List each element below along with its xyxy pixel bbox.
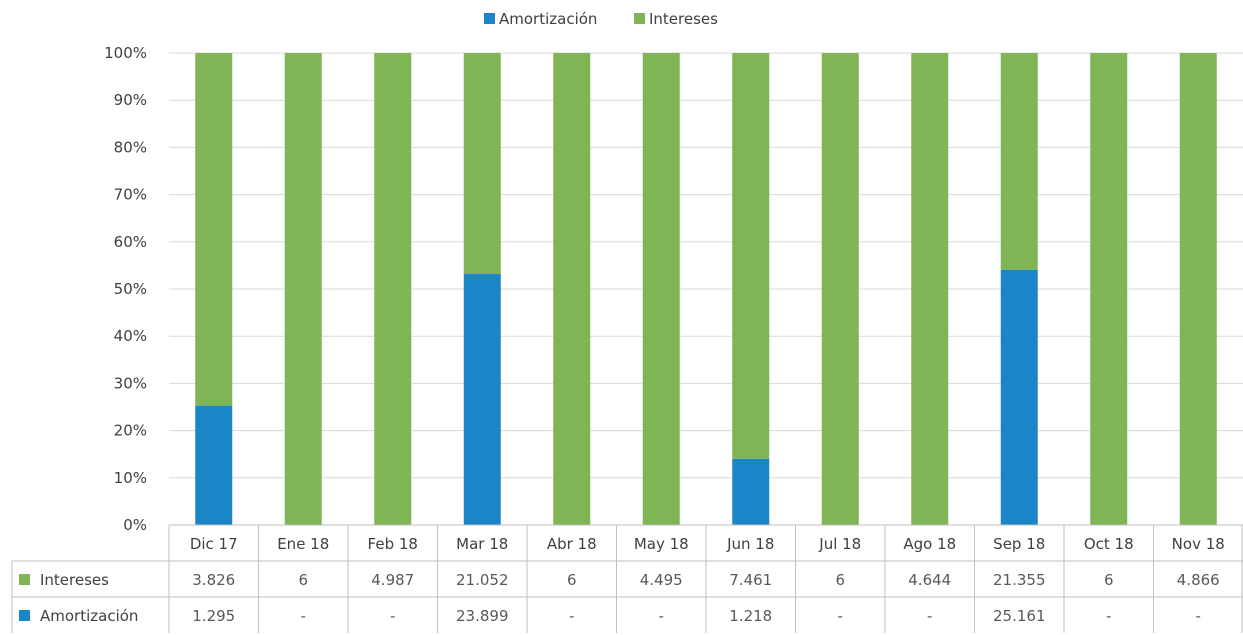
bar-intereses <box>1000 53 1038 270</box>
x-tick-label: Jul 18 <box>818 535 861 553</box>
table-row-label: Amortización <box>40 607 138 625</box>
y-tick-label: 90% <box>114 91 147 109</box>
x-tick-label: Ago 18 <box>903 535 956 553</box>
table-cell: 4.644 <box>908 571 951 589</box>
y-tick-label: 70% <box>114 186 147 204</box>
legend-swatch-1 <box>634 13 645 24</box>
table-row-swatch <box>19 574 30 585</box>
legend: Amortización Intereses <box>484 10 718 28</box>
x-tick-label: Jun 18 <box>726 535 774 553</box>
table-row-swatch <box>19 610 30 621</box>
bar-intereses <box>553 53 591 525</box>
x-tick-label: Mar 18 <box>456 535 508 553</box>
bar-intereses <box>1179 53 1217 525</box>
table-cell: 21.052 <box>456 571 509 589</box>
table-cell: 7.461 <box>729 571 772 589</box>
y-tick-label: 60% <box>114 233 147 251</box>
table-cell: 21.355 <box>993 571 1046 589</box>
table-cell: 4.987 <box>371 571 414 589</box>
y-tick-label: 20% <box>114 422 147 440</box>
bar-intereses <box>195 53 233 406</box>
table-cell: 4.495 <box>640 571 683 589</box>
table-cell: 3.826 <box>192 571 235 589</box>
bar-intereses <box>374 53 412 525</box>
gridlines <box>169 52 1243 479</box>
y-tick-label: 50% <box>114 280 147 298</box>
data-table: Dic 17 Ene 18 Feb 18 Mar 18 Abr 18 May 18 Jun … <box>11 524 1243 633</box>
bars <box>195 53 1217 525</box>
x-tick-label: Oct 18 <box>1084 535 1134 553</box>
bar-amortizacion <box>732 458 770 525</box>
bar-intereses <box>732 53 770 459</box>
legend-label-1: Intereses <box>649 10 718 28</box>
bar-intereses <box>642 53 680 525</box>
y-tick-label: 80% <box>114 138 147 156</box>
y-tick-label: 100% <box>104 44 147 62</box>
bar-amortizacion <box>463 274 501 525</box>
table-cell: - <box>659 607 664 625</box>
table-row-label: Intereses <box>40 571 109 589</box>
bar-intereses <box>821 53 859 525</box>
bar-intereses <box>284 53 322 525</box>
table-cell: 1.295 <box>192 607 235 625</box>
y-tick-label: 30% <box>114 374 147 392</box>
table-cell: 6 <box>835 571 845 589</box>
bar-intereses <box>463 53 501 275</box>
table-cell: 25.161 <box>993 607 1046 625</box>
table-cell: - <box>301 607 306 625</box>
legend-swatch-0 <box>484 13 495 24</box>
bar-amortizacion <box>195 405 233 525</box>
table-cell: 6 <box>298 571 308 589</box>
table-cell: - <box>390 607 395 625</box>
x-tick-label: May 18 <box>634 535 689 553</box>
y-tick-label: 40% <box>114 327 147 345</box>
bar-intereses <box>1090 53 1128 525</box>
x-tick-label: Dic 17 <box>190 535 238 553</box>
y-tick-label: 10% <box>114 469 147 487</box>
table-cell: 4.866 <box>1177 571 1220 589</box>
table-cell: - <box>1106 607 1111 625</box>
bar-amortizacion <box>1000 269 1038 525</box>
table-cell: 6 <box>567 571 577 589</box>
x-tick-label: Feb 18 <box>368 535 418 553</box>
legend-label-0: Amortización <box>499 10 597 28</box>
table-cell: 1.218 <box>729 607 772 625</box>
y-tick-label: 0% <box>123 516 147 534</box>
x-tick-label: Abr 18 <box>547 535 597 553</box>
table-cell: - <box>838 607 843 625</box>
table-cell: 6 <box>1104 571 1114 589</box>
x-tick-label: Nov 18 <box>1172 535 1225 553</box>
x-tick-label: Sep 18 <box>993 535 1045 553</box>
bar-intereses <box>911 53 949 525</box>
x-tick-label: Ene 18 <box>277 535 329 553</box>
table-cell: - <box>927 607 932 625</box>
y-axis-ticks: 0% 10% 20% 30% 40% 50% 60% 70% 80% 90% 100% <box>104 44 147 534</box>
table-cell: 23.899 <box>456 607 509 625</box>
table-cell: - <box>569 607 574 625</box>
table-cell: - <box>1196 607 1201 625</box>
